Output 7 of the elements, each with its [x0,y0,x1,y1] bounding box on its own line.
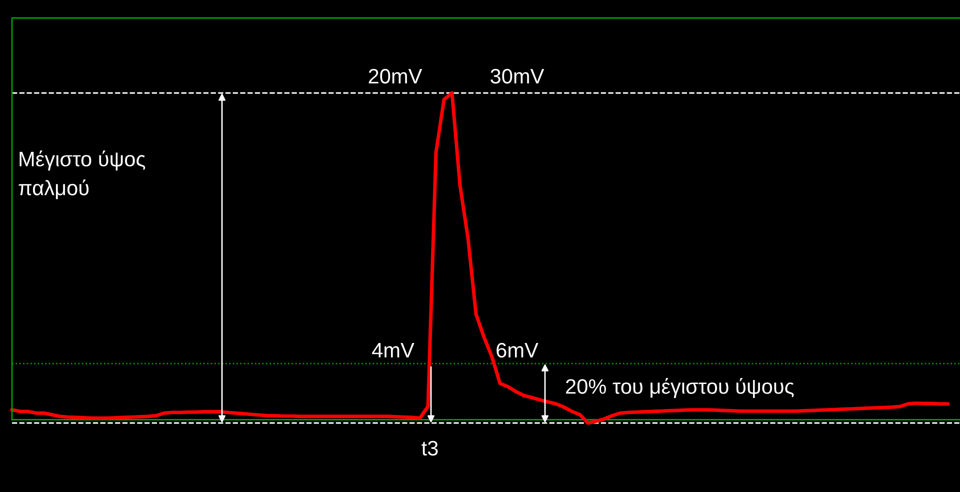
text: 30mV [490,68,544,84]
text: 20mV [368,68,422,84]
annotation: 4mV [372,343,414,358]
text: t3 [422,440,438,456]
annotation: 6mV [496,342,538,358]
annotation: Μέγιστο ύψος παλμού [18,150,146,200]
annotation: 20% του μέγιστου ύψους [566,378,794,398]
